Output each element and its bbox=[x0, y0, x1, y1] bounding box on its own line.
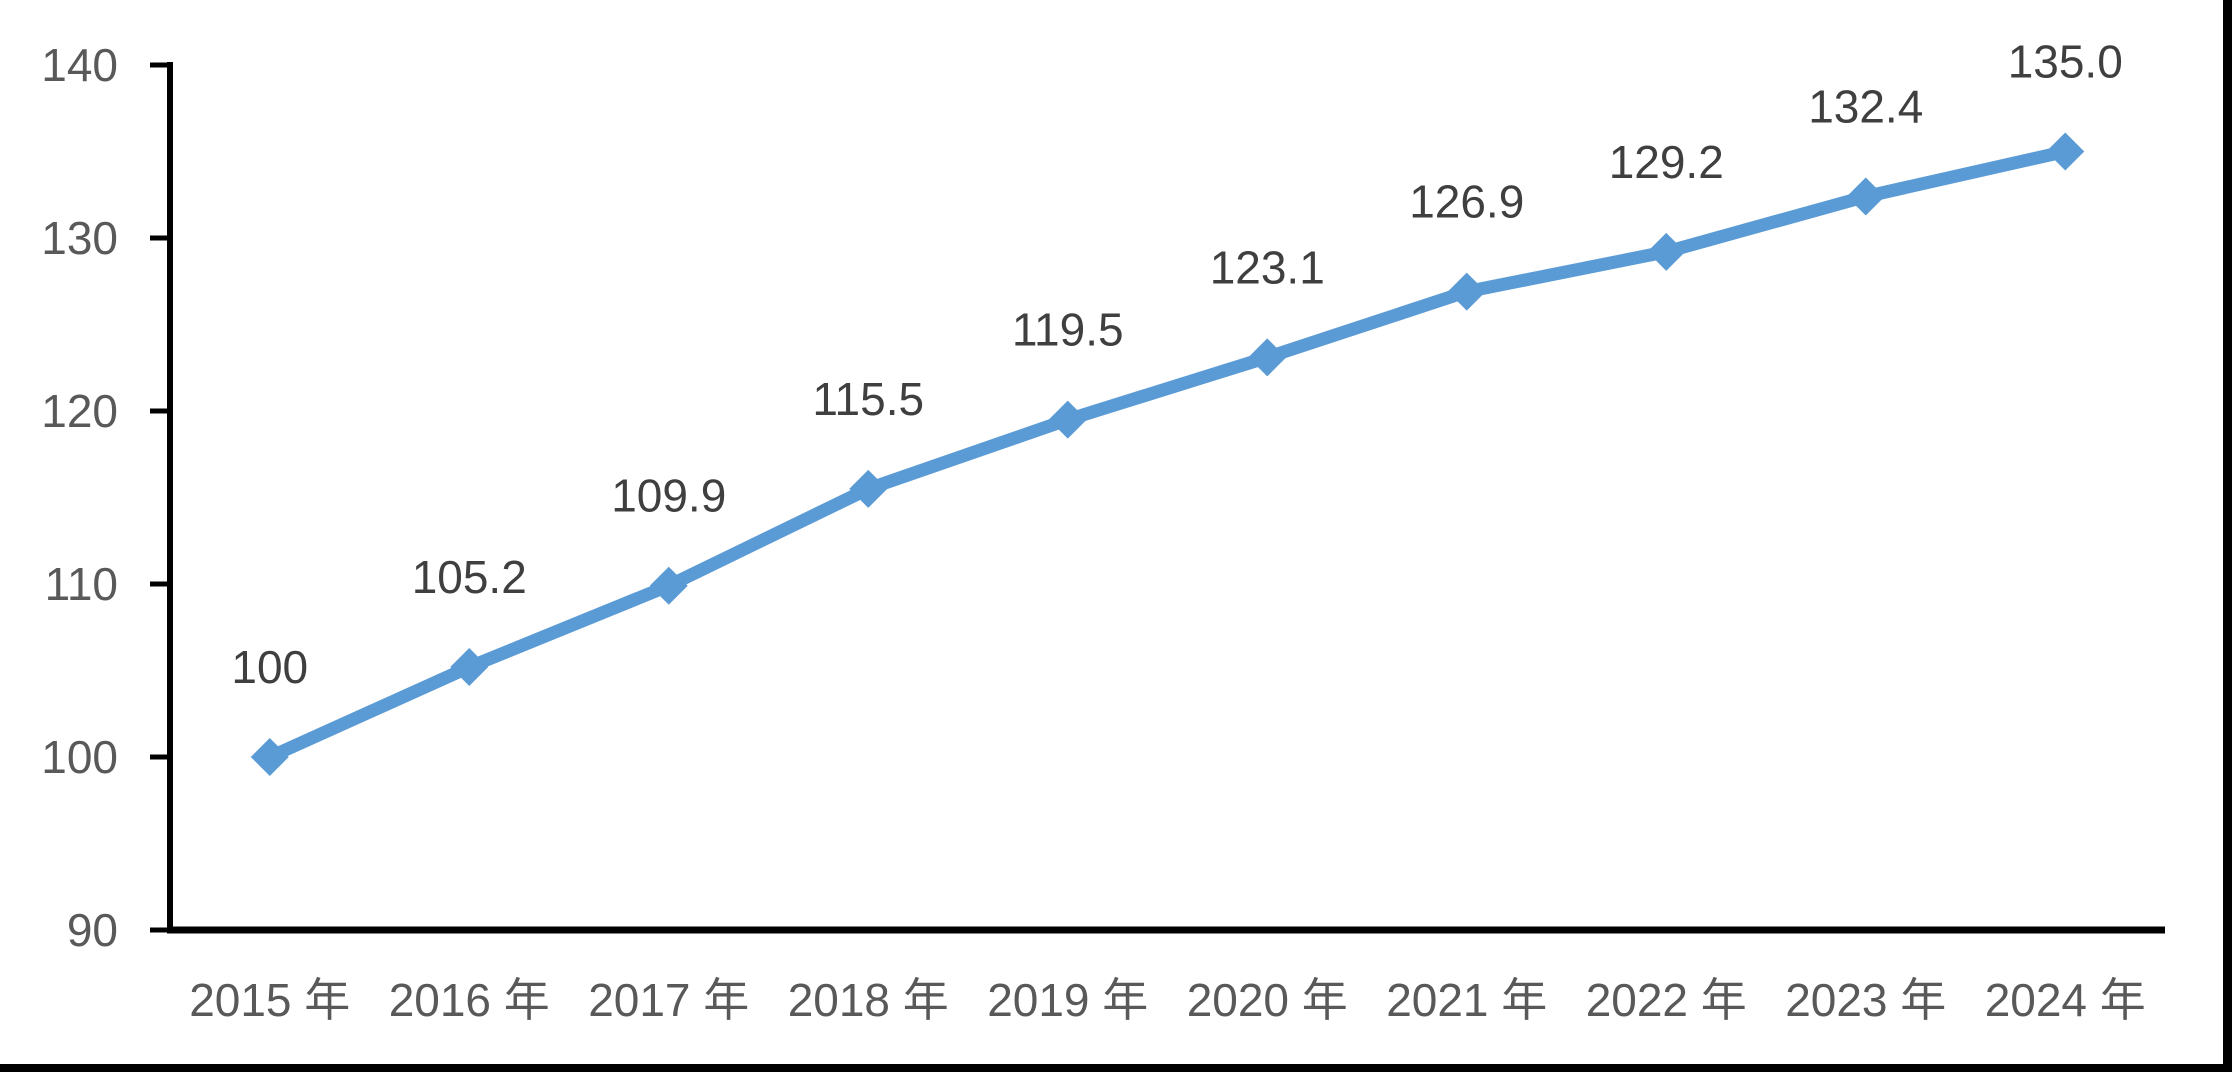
data-marker bbox=[1248, 338, 1287, 377]
data-marker bbox=[2046, 132, 2085, 171]
x-axis-label: 2023 年 bbox=[1785, 974, 1946, 1026]
data-label: 135.0 bbox=[2008, 36, 2123, 88]
data-label: 105.2 bbox=[412, 551, 527, 603]
x-axis-label: 2017 年 bbox=[588, 974, 749, 1026]
y-tick-label: 120 bbox=[41, 385, 118, 437]
data-label: 109.9 bbox=[611, 470, 726, 522]
page-border-right bbox=[2223, 0, 2232, 1072]
x-axis-label: 2024 年 bbox=[1985, 974, 2146, 1026]
data-marker bbox=[849, 469, 888, 508]
data-label: 100 bbox=[231, 641, 308, 693]
page-border-bottom bbox=[0, 1064, 2232, 1072]
x-axis-label: 2016 年 bbox=[389, 974, 550, 1026]
y-tick-label: 130 bbox=[41, 212, 118, 264]
data-marker bbox=[1048, 400, 1087, 439]
y-tick-label: 140 bbox=[41, 39, 118, 91]
data-label: 126.9 bbox=[1409, 176, 1524, 228]
x-axis-label: 2022 年 bbox=[1586, 974, 1747, 1026]
data-marker bbox=[1647, 232, 1686, 271]
data-marker bbox=[450, 648, 489, 687]
data-marker bbox=[1447, 272, 1486, 311]
data-marker bbox=[1846, 177, 1885, 216]
x-axis-label: 2020 年 bbox=[1187, 974, 1348, 1026]
y-tick-label: 100 bbox=[41, 731, 118, 783]
x-axis-label: 2018 年 bbox=[788, 974, 949, 1026]
data-line bbox=[263, 145, 2072, 764]
data-marker bbox=[649, 566, 688, 605]
y-tick-label: 110 bbox=[45, 558, 118, 610]
x-axis-label: 2021 年 bbox=[1386, 974, 1547, 1026]
data-label: 129.2 bbox=[1609, 136, 1724, 188]
data-marker bbox=[250, 738, 289, 776]
x-axis-label: 2015 年 bbox=[189, 974, 350, 1026]
y-tick-label: 90 bbox=[67, 904, 118, 956]
data-label: 123.1 bbox=[1210, 241, 1325, 293]
x-axis-label: 2019 年 bbox=[987, 974, 1148, 1026]
data-label: 119.5 bbox=[1012, 304, 1124, 356]
data-label: 115.5 bbox=[812, 373, 924, 425]
data-label: 132.4 bbox=[1808, 80, 1923, 132]
